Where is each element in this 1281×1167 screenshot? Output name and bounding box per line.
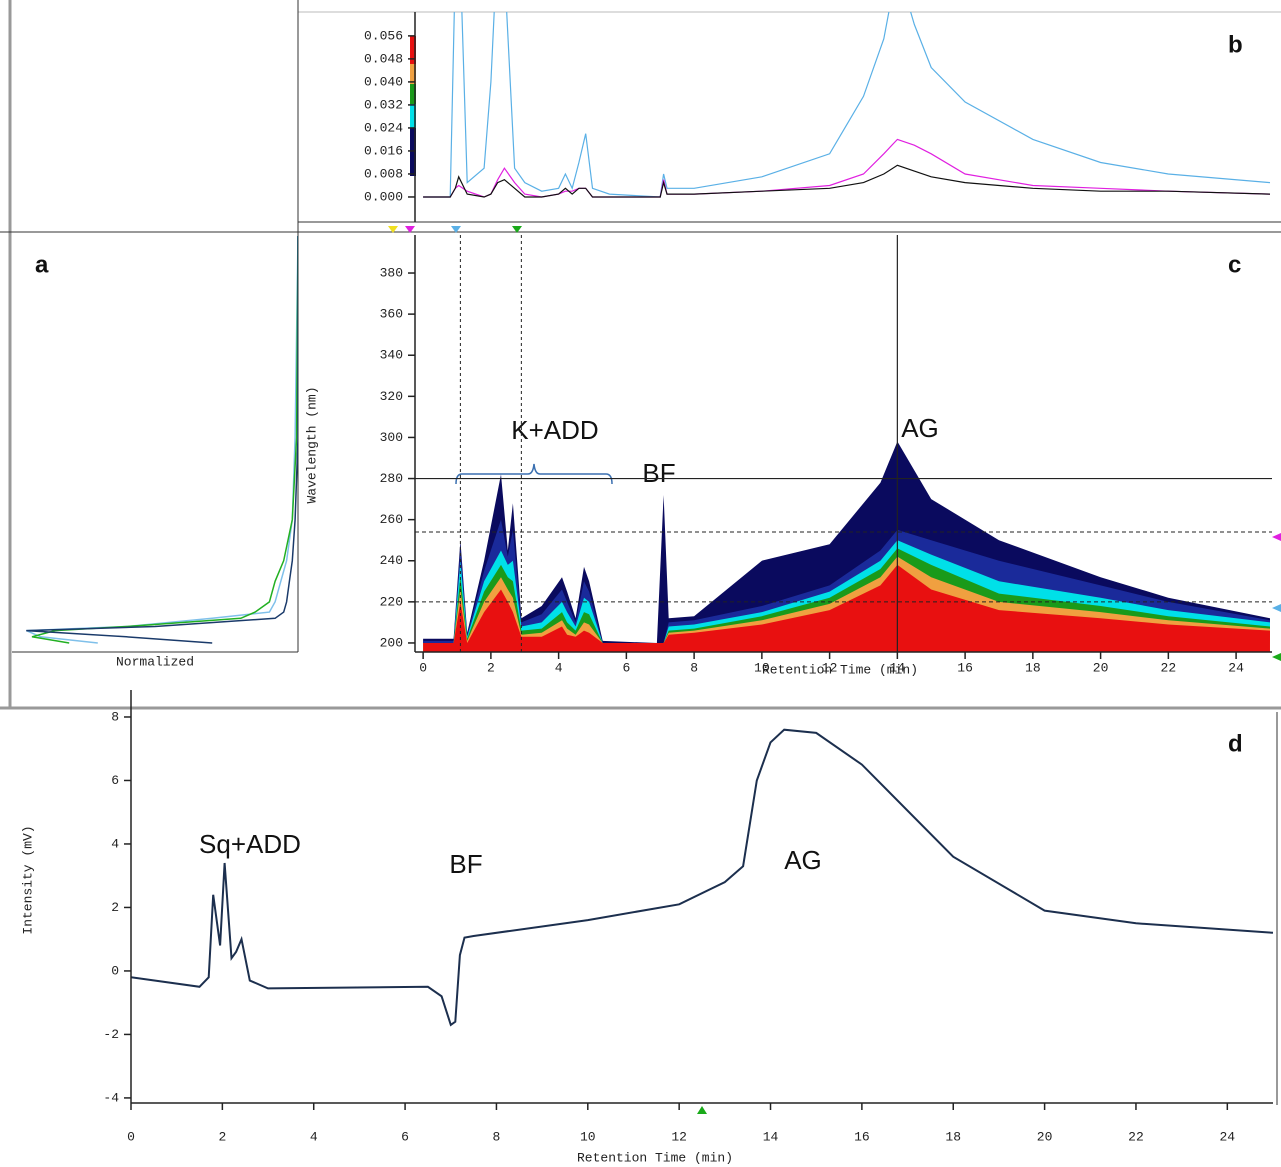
x-axis-label: Retention Time (min): [577, 1150, 733, 1165]
y-tick-label: 0: [111, 963, 119, 978]
plot-line: [423, 12, 1271, 198]
panel-label: d: [1228, 730, 1243, 757]
x-tick-label: 12: [822, 660, 838, 675]
marker: [697, 1106, 707, 1114]
x-tick-label: 8: [493, 1129, 501, 1144]
colorbar-swatch: [410, 104, 416, 128]
frames: [0, 0, 1281, 1105]
plot-contour: [423, 441, 1271, 652]
x-tick-label: 20: [1093, 660, 1109, 675]
x-tick-label: 20: [1037, 1129, 1053, 1144]
y-tick-label: 0.040: [364, 74, 403, 89]
x-tick-label: 10: [754, 660, 770, 675]
x-tick-label: 10: [580, 1129, 596, 1144]
y-tick-label: 200: [380, 635, 403, 650]
contour-level: [423, 564, 1271, 652]
y-tick-label: 4: [111, 836, 119, 851]
x-axis-label: Normalized: [116, 654, 194, 669]
spectrum-line: [26, 236, 298, 644]
y-tick-label: 0.032: [364, 97, 403, 112]
spectrum-line: [26, 235, 298, 644]
x-tick-label: 22: [1161, 660, 1177, 675]
annotation: Sq+ADD: [199, 829, 301, 859]
y-tick-label: 2: [111, 900, 119, 915]
y-tick-label: 360: [380, 307, 403, 322]
x-tick-label: 6: [401, 1129, 409, 1144]
panel-label: b: [1228, 31, 1243, 58]
y-tick-label: 280: [380, 471, 403, 486]
x-tick-label: 6: [622, 660, 630, 675]
x-tick-label: 12: [671, 1129, 687, 1144]
colorbar-swatch: [410, 128, 416, 176]
marker: [1272, 653, 1281, 661]
line: [131, 728, 1273, 1027]
line: [423, 138, 1271, 198]
marker: [1272, 604, 1281, 612]
x-tick-label: 0: [419, 660, 427, 675]
y-tick-label: 0.008: [364, 166, 403, 181]
y-tick-label: 300: [380, 430, 403, 445]
marker: [405, 226, 415, 233]
x-axis-label: Retention Time (min): [762, 662, 918, 677]
plot-spectrum: [26, 235, 298, 644]
y-tick-label: 340: [380, 348, 403, 363]
colorbar-swatch: [410, 36, 416, 84]
x-tick-label: 16: [854, 1129, 870, 1144]
y-tick-label: 0.056: [364, 28, 403, 43]
x-tick-label: 2: [487, 660, 495, 675]
y-tick-label: 0.000: [364, 189, 403, 204]
y-tick-label: 260: [380, 512, 403, 527]
y-tick-label: 0.024: [364, 120, 403, 135]
marker: [451, 226, 461, 233]
y-tick-label: 0.016: [364, 143, 403, 158]
panel-label: c: [1228, 251, 1241, 278]
x-tick-label: 4: [310, 1129, 318, 1144]
y-tick-label: 380: [380, 265, 403, 280]
panel-label: a: [35, 251, 49, 278]
y-tick-label: -4: [103, 1090, 119, 1105]
x-tick-label: 4: [555, 660, 563, 675]
y-tick-label: -2: [103, 1027, 119, 1042]
x-tick-label: 24: [1228, 660, 1244, 675]
x-tick-label: 24: [1220, 1129, 1236, 1144]
x-tick-label: 14: [890, 660, 906, 675]
cursor-markers: [388, 226, 1281, 1114]
x-tick-label: 16: [957, 660, 973, 675]
line: [423, 12, 1271, 198]
y-tick-label: 6: [111, 773, 119, 788]
y-tick-label: 0.048: [364, 51, 403, 66]
brace: [455, 463, 613, 485]
y-tick-label: 320: [380, 389, 403, 404]
line: [423, 164, 1271, 198]
x-tick-label: 18: [945, 1129, 961, 1144]
y-tick-label: 240: [380, 553, 403, 568]
x-tick-label: 2: [218, 1129, 226, 1144]
x-tick-label: 8: [690, 660, 698, 675]
annotation: AG: [901, 413, 939, 443]
x-tick-label: 22: [1128, 1129, 1144, 1144]
plot-line: [131, 728, 1273, 1027]
colorbar-swatch: [410, 84, 416, 104]
annotation: BF: [642, 458, 675, 488]
colorbar-swatch: [410, 64, 416, 84]
annotation: AG: [784, 845, 822, 875]
marker: [512, 226, 522, 233]
annotation: K+ADD: [511, 415, 598, 445]
x-tick-label: 18: [1025, 660, 1041, 675]
marker: [388, 226, 398, 233]
x-tick-label: 14: [763, 1129, 779, 1144]
y-axis-label: Wavelength (nm): [304, 386, 319, 503]
y-tick-label: 220: [380, 594, 403, 609]
x-tick-label: 0: [127, 1129, 135, 1144]
annotation: BF: [449, 849, 482, 879]
spectrum-line: [31, 235, 298, 644]
colorbar: [410, 36, 416, 176]
y-axis-label: Intensity (mV): [20, 825, 35, 934]
y-tick-label: 8: [111, 709, 119, 724]
marker: [1272, 533, 1281, 541]
